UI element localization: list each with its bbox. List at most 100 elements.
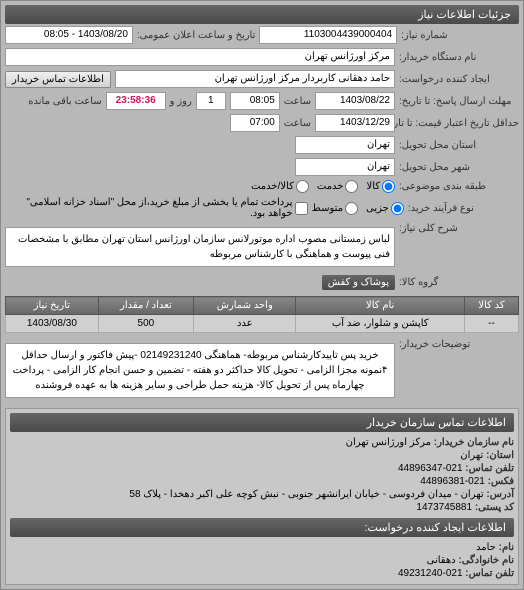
contact-phone-row: تلفن تماس: 021-44896347 [10, 462, 514, 475]
creator-phone-row: تلفن تماس: 021-49231240 [10, 567, 514, 580]
remain-label: ساعت باقی مانده [28, 96, 101, 107]
remain-time-field: 23:58:36 [106, 92, 166, 110]
radio-small-input[interactable] [391, 202, 404, 215]
contact-phone: 021-44896347 [398, 463, 463, 474]
buyer-org-label: نام دستگاه خریدار: [399, 52, 519, 63]
min-hour-field: 07:00 [230, 114, 280, 132]
category-radio-group: کالا خدمت کالا/خدمت [251, 180, 395, 193]
th-unit: واحد شمارش [194, 297, 296, 315]
min-date-label: حداقل تاریخ اعتبار قیمت: تا تاریخ: [399, 118, 519, 129]
th-name: نام کالا [296, 297, 464, 315]
process-label: نوع فرآیند خرید: [408, 203, 519, 214]
creator-name-label: نام: [499, 542, 514, 553]
table-row: -- کاپشن و شلوار، ضد آب عدد 500 1403/08/… [6, 315, 519, 333]
payment-checkbox[interactable]: پرداخت تمام یا بخشی از مبلغ خرید،از محل … [5, 197, 308, 219]
need-number-field: 1103004439000404 [259, 26, 397, 44]
contact-org-row: نام سازمان خریدار: مرکز اورژانس تهران [10, 436, 514, 449]
contact-province: تهران [460, 450, 483, 461]
remain-day-field: 1 [196, 92, 226, 110]
row-desc: شرح کلی نیاز: لباس زمستانی مصوب اداره مو… [5, 221, 519, 273]
deadline-label: مهلت ارسال پاسخ: تا تاریخ: [399, 96, 519, 107]
buyer-org-field: مرکز اورژانس تهران [5, 48, 395, 66]
buyer-notes-label: توضیحات خریدار: [399, 339, 519, 350]
deadline-hour-field: 08:05 [230, 92, 280, 110]
desc-box: لباس زمستانی مصوب اداره موتورلانس سازمان… [5, 227, 395, 267]
creator-phone: 021-49231240 [398, 568, 463, 579]
row-process: نوع فرآیند خرید: جزیی متوسط پرداخت تمام … [5, 195, 519, 221]
contact-address: تهران - میدان فردوسی - خیابان ایرانشهر ج… [129, 489, 483, 500]
contact-postal-row: کد پستی: 1473745881 [10, 501, 514, 514]
radio-both-input[interactable] [296, 180, 309, 193]
contact-province-label: استان: [486, 450, 514, 461]
row-delivery-province: استان محل تحویل: تهران [5, 134, 519, 156]
panel-title: جزئیات اطلاعات نیاز [418, 9, 511, 21]
radio-goods-input[interactable] [382, 180, 395, 193]
goods-group-label: گروه کالا: [399, 277, 519, 288]
contact-header: اطلاعات تماس سازمان خریدار [10, 413, 514, 432]
deadline-hour-label: ساعت [284, 96, 311, 107]
radio-medium-input[interactable] [345, 202, 358, 215]
deadline-date-field: 1403/08/22 [315, 92, 395, 110]
datetime-label: تاریخ و ساعت اعلان عمومی: [137, 30, 256, 41]
contact-fax-label: فکس: [488, 476, 514, 487]
contact-address-label: آدرس: [486, 489, 514, 500]
creator-field: حامد دهقانی کاربردار مرکز اورژانس تهران [115, 70, 395, 88]
table-header-row: کد کالا نام کالا واحد شمارش تعداد / مقدا… [6, 297, 519, 315]
creator-name-row: نام: حامد [10, 541, 514, 554]
creator-lname-label: نام خانوادگی: [458, 555, 514, 566]
td-date: 1403/08/30 [6, 315, 99, 333]
creator-lname-row: نام خانوادگی: دهقانی [10, 554, 514, 567]
category-label: طبقه بندی موضوعی: [399, 181, 519, 192]
delivery-province-label: استان محل تحویل: [399, 140, 519, 151]
row-buyer-org: نام دستگاه خریدار: مرکز اورژانس تهران [5, 46, 519, 68]
td-name: کاپشن و شلوار، ضد آب [296, 315, 464, 333]
td-qty: 500 [98, 315, 193, 333]
contact-postal-label: کد پستی: [475, 502, 514, 513]
radio-both[interactable]: کالا/خدمت [251, 180, 309, 193]
radio-goods[interactable]: کالا [366, 180, 395, 193]
delivery-province-field: تهران [295, 136, 395, 154]
panel-header: جزئیات اطلاعات نیاز [5, 5, 519, 24]
contact-fax: 021-44896381 [420, 476, 485, 487]
row-delivery-city: شهر محل تحویل: تهران [5, 156, 519, 178]
min-hour-label: ساعت [284, 118, 311, 129]
contact-fax-row: فکس: 021-44896381 [10, 475, 514, 488]
row-need-number: شماره نیاز: 1103004439000404 تاریخ و ساع… [5, 24, 519, 46]
main-panel: جزئیات اطلاعات نیاز شماره نیاز: 11030044… [0, 0, 524, 590]
th-qty: تعداد / مقدار [98, 297, 193, 315]
desc-label: شرح کلی نیاز: [399, 223, 519, 234]
contact-phone-label: تلفن تماس: [465, 463, 514, 474]
goods-table: کد کالا نام کالا واحد شمارش تعداد / مقدا… [5, 296, 519, 333]
process-radio-group: جزیی متوسط [312, 202, 404, 215]
datetime-field: 1403/08/20 - 08:05 [5, 26, 133, 44]
delivery-city-field: تهران [295, 158, 395, 176]
contact-info-button[interactable]: اطلاعات تماس خریدار [5, 71, 111, 88]
row-buyer-notes: توضیحات خریدار: خرید پس تاییدکارشناس مرب… [5, 337, 519, 404]
radio-small[interactable]: جزیی [366, 202, 404, 215]
min-date-field: 1403/12/29 [315, 114, 395, 132]
row-min-date: حداقل تاریخ اعتبار قیمت: تا تاریخ: 1403/… [5, 112, 519, 134]
radio-service-input[interactable] [345, 180, 358, 193]
payment-checkbox-input[interactable] [295, 202, 308, 215]
creator-phone-label: تلفن تماس: [465, 568, 514, 579]
contact-postal: 1473745881 [416, 502, 472, 513]
row-creator: ایجاد کننده درخواست: حامد دهقانی کاربردا… [5, 68, 519, 90]
radio-medium[interactable]: متوسط [312, 202, 358, 215]
goods-group-value: پوشاک و کفش [322, 275, 395, 290]
row-category: طبقه بندی موضوعی: کالا خدمت کالا/خدمت [5, 178, 519, 195]
creator-label: ایجاد کننده درخواست: [399, 74, 519, 85]
buyer-notes-box: خرید پس تاییدکارشناس مربوطه- هماهنگی 021… [5, 343, 395, 398]
creator-lname: دهقانی [427, 555, 456, 566]
contact-org-label: نام سازمان خریدار: [434, 437, 514, 448]
th-date: تاریخ نیاز [6, 297, 99, 315]
contact-address-row: آدرس: تهران - میدان فردوسی - خیابان ایرا… [10, 488, 514, 501]
radio-service[interactable]: خدمت [317, 180, 359, 193]
remain-day-label: روز و [170, 96, 192, 107]
contact-section: اطلاعات تماس سازمان خریدار نام سازمان خر… [5, 408, 519, 585]
th-code: کد کالا [464, 297, 518, 315]
row-goods-group: گروه کالا: پوشاک و کفش [5, 273, 519, 292]
td-unit: عدد [194, 315, 296, 333]
creator-header: اطلاعات ایجاد کننده درخواست: [10, 518, 514, 537]
contact-org: مرکز اورژانس تهران [346, 437, 431, 448]
delivery-city-label: شهر محل تحویل: [399, 162, 519, 173]
